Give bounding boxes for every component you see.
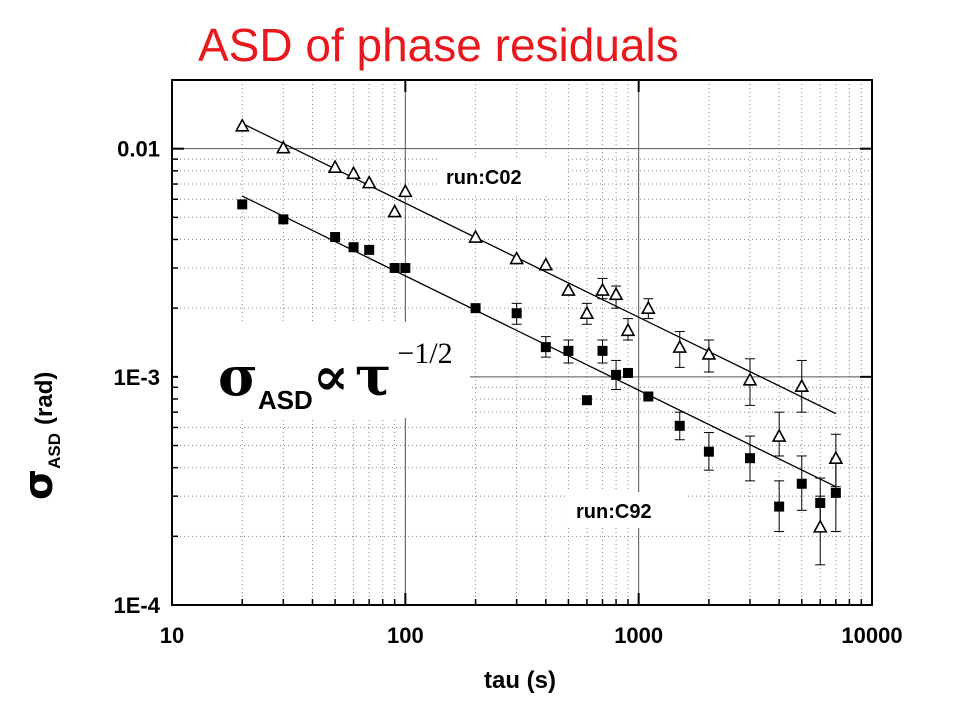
triangle-marker	[468, 229, 483, 243]
label-box-c92	[568, 492, 686, 528]
square-marker	[470, 303, 481, 314]
axis-ticks	[171, 79, 872, 606]
triangle-marker	[620, 322, 636, 337]
square-marker	[581, 395, 592, 406]
triangle-marker	[275, 140, 291, 154]
triangle-marker	[608, 286, 624, 301]
eq-sigma: σ	[218, 344, 258, 408]
triangle-marker	[640, 300, 656, 314]
square-marker	[674, 420, 685, 431]
triangle-marker	[579, 305, 595, 320]
square-marker	[237, 199, 248, 210]
triangle-marker	[361, 174, 377, 189]
triangle-marker	[828, 450, 844, 464]
series-label-c92: run:C92	[576, 501, 652, 523]
square-marker	[563, 345, 574, 356]
eq-tau: τ	[355, 344, 391, 408]
eq-prop: ∝	[313, 344, 349, 408]
svg-text:σASD(rad): σASD (rad)	[16, 372, 64, 500]
square-marker	[830, 487, 841, 498]
square-marker	[330, 232, 341, 243]
y-tick-label: 1E-4	[114, 593, 161, 618]
triangle-marker	[794, 378, 810, 392]
square-marker	[597, 345, 608, 356]
square-marker	[744, 453, 755, 464]
square-marker	[643, 391, 654, 402]
square-marker	[400, 262, 411, 273]
square-marker	[348, 242, 359, 253]
fit-line-series-1	[241, 195, 837, 488]
triangle-marker	[387, 203, 403, 218]
square-marker	[364, 244, 375, 255]
triangle-marker	[672, 339, 688, 353]
y-axis-label: σASD (rad)	[16, 372, 64, 500]
y-tick-label: 1E-3	[114, 365, 160, 390]
y-label-sigma: σ	[16, 469, 62, 500]
x-tick-label: 10000	[841, 623, 902, 648]
triangle-marker	[327, 159, 343, 173]
tick-labels: 10 100 1000 10000 0.01 1E-3 1E-4	[114, 137, 903, 648]
x-axis-label: tau (s)	[484, 667, 556, 694]
square-marker	[389, 262, 400, 273]
equation-annotation: σASD∝ τ −1/2	[218, 337, 453, 415]
x-tick-label: 10	[160, 623, 184, 648]
label-box-c02	[438, 157, 566, 193]
triangle-marker	[812, 519, 828, 533]
triangle-marker	[561, 282, 576, 296]
triangle-marker	[771, 428, 787, 442]
series-label-c02: run:C02	[446, 167, 522, 189]
triangle-marker	[742, 372, 758, 386]
square-marker	[774, 501, 785, 512]
triangle-marker	[346, 165, 361, 180]
chart-title: ASD of phase residuals	[198, 19, 679, 71]
triangle-marker	[595, 282, 610, 296]
y-tick-label: 0.01	[117, 137, 160, 162]
triangle-marker	[701, 346, 717, 360]
equation-box	[178, 322, 470, 418]
y-label-sub: ASD	[45, 433, 64, 469]
x-tick-label: 100	[387, 623, 424, 648]
square-marker	[703, 446, 714, 457]
square-marker	[815, 497, 826, 508]
square-marker	[796, 478, 807, 489]
y-label-unit: (rad)	[31, 372, 58, 425]
plot-frame	[171, 79, 873, 606]
eq-sub: ASD	[258, 385, 313, 415]
triangle-marker	[234, 118, 250, 132]
triangle-marker	[397, 183, 413, 198]
square-marker	[540, 342, 551, 353]
square-marker	[511, 308, 522, 319]
square-marker	[611, 369, 622, 380]
square-marker	[278, 214, 289, 225]
square-marker	[622, 367, 633, 378]
triangle-marker	[538, 257, 554, 271]
eq-exponent: −1/2	[397, 337, 452, 370]
triangle-marker	[509, 250, 525, 265]
data-markers	[234, 118, 844, 533]
x-tick-label: 1000	[614, 623, 663, 648]
